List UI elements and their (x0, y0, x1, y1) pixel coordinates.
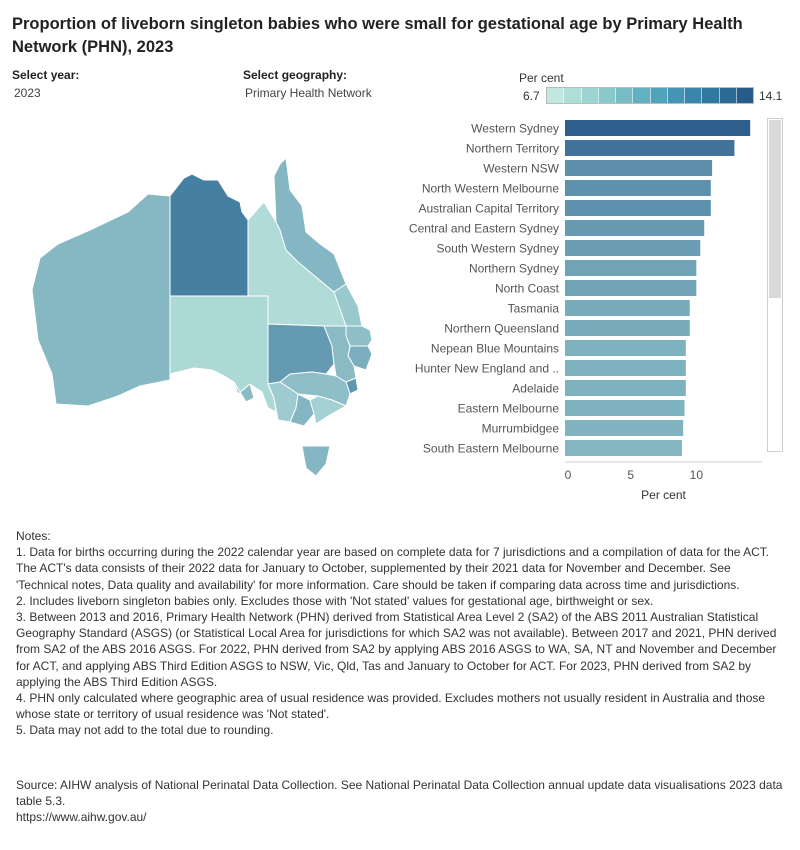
map-region-northern-territory[interactable] (169, 173, 249, 297)
map-region-hunter-new-england[interactable] (323, 325, 357, 383)
legend-swatch-11 (719, 88, 737, 103)
bar-label-central-and-eastern-sydney: Central and Eastern Sydney (409, 222, 559, 236)
bar-central-and-eastern-sydney[interactable] (565, 220, 705, 236)
legend-min-label: 6.7 (523, 89, 540, 103)
bar-north-western-melbourne[interactable] (565, 180, 711, 196)
x-tick-10: 10 (690, 468, 704, 482)
bar-western-nsw[interactable] (565, 160, 713, 176)
legend-swatch-12 (736, 88, 753, 103)
bar-label-south-western-sydney: South Western Sydney (436, 242, 559, 256)
legend-max-label: 14.1 (759, 89, 783, 103)
map-region-central-queensland[interactable] (333, 283, 363, 327)
note-4: 4. PHN only calculated where geographic … (16, 691, 766, 722)
note-2: 2. Includes liveborn singleton babies on… (16, 593, 654, 608)
bar-south-eastern-melbourne[interactable] (565, 440, 682, 456)
legend-swatch-3 (581, 88, 599, 103)
bar-eastern-melbourne[interactable] (565, 400, 685, 416)
bar-label-northern-territory: Northern Territory (466, 142, 559, 156)
bar-tasmania[interactable] (565, 300, 690, 316)
bar-label-tasmania: Tasmania (508, 302, 560, 316)
note-5: 5. Data may not add to the total due to … (16, 723, 274, 738)
bar-label-australian-capital-territory: Australian Capital Territory (418, 202, 559, 216)
bar-australian-capital-territory[interactable] (565, 200, 711, 216)
map-region-western-australia[interactable] (31, 193, 171, 407)
legend-swatch-4 (598, 88, 616, 103)
source-link[interactable]: https://www.aihw.gov.au/ (16, 810, 147, 825)
bar-label-western-sydney: Western Sydney (471, 122, 559, 136)
horizontal-bar-chart: Western Sydney Northern Territory Western … (409, 120, 762, 502)
bar-label-eastern-melbourne: Eastern Melbourne (458, 402, 560, 416)
bar-north-coast[interactable] (565, 280, 697, 296)
note-3: 3. Between 2013 and 2016, Primary Health… (16, 610, 777, 689)
legend-swatch-1 (547, 88, 565, 103)
bar-chart-scrollbar[interactable] (767, 118, 783, 452)
map-region-murrumbidgee[interactable] (279, 371, 351, 407)
notes-heading: Notes: (16, 529, 51, 543)
bar-adelaide[interactable] (565, 380, 686, 396)
map-region-gippsland[interactable] (309, 395, 347, 425)
legend-swatch-8 (667, 88, 685, 103)
source-text: Source: AIHW analysis of National Perina… (16, 778, 783, 809)
legend-swatch-5 (616, 88, 634, 103)
map-region-brisbane[interactable] (345, 325, 373, 347)
geography-select-label: Select geography: (243, 68, 348, 82)
year-select[interactable]: 2023 (14, 86, 41, 100)
bar-south-western-sydney[interactable] (565, 240, 701, 256)
bar-hunter-new-england-and[interactable] (565, 360, 686, 376)
bar-northern-sydney[interactable] (565, 260, 697, 276)
bar-label-south-eastern-melbourne: South Eastern Melbourne (423, 442, 559, 456)
bar-label-northern-sydney: Northern Sydney (469, 262, 559, 276)
map-region-tasmania[interactable] (301, 445, 331, 477)
bar-northern-territory[interactable] (565, 140, 735, 156)
bar-label-murrumbidgee: Murrumbidgee (482, 422, 560, 436)
legend-swatch-9 (685, 88, 703, 103)
map-region-south-australia[interactable] (169, 295, 277, 413)
legend-swatch-10 (702, 88, 720, 103)
bar-nepean-blue-mountains[interactable] (565, 340, 686, 356)
chart-title: Proportion of liveborn singleton babies … (12, 15, 743, 56)
bar-label-north-western-melbourne: North Western Melbourne (422, 182, 560, 196)
notes-section: Notes: 1. Data for births occurring duri… (16, 528, 786, 739)
bar-label-north-coast: North Coast (495, 282, 560, 296)
bar-northern-queensland[interactable] (565, 320, 690, 336)
note-1: 1. Data for births occurring during the … (16, 545, 770, 592)
map-region-northern-queensland[interactable] (273, 157, 347, 293)
color-legend-ramp (546, 87, 754, 104)
australia-phn-map[interactable] (28, 150, 388, 490)
source-section: Source: AIHW analysis of National Perina… (16, 777, 786, 826)
bar-label-hunter-new-england-and: Hunter New England and .. (415, 362, 559, 376)
map-region-adelaide[interactable] (233, 381, 255, 403)
geography-select[interactable]: Primary Health Network (245, 86, 372, 100)
bar-western-sydney[interactable] (565, 120, 751, 136)
bar-label-western-nsw: Western NSW (483, 162, 559, 176)
bar-label-adelaide: Adelaide (512, 382, 559, 396)
scrollbar-thumb[interactable] (769, 120, 781, 298)
x-tick-0: 0 (565, 468, 572, 482)
bar-murrumbidgee[interactable] (565, 420, 684, 436)
legend-swatch-6 (633, 88, 651, 103)
legend-title: Per cent (519, 71, 564, 85)
legend-swatch-7 (650, 88, 668, 103)
bar-label-nepean-blue-mountains: Nepean Blue Mountains (431, 342, 559, 356)
year-select-label: Select year: (12, 68, 80, 82)
legend-swatch-2 (564, 88, 582, 103)
x-tick-5: 5 (627, 468, 634, 482)
bar-label-northern-queensland: Northern Queensland (444, 322, 559, 336)
x-axis-title: Per cent (641, 488, 686, 502)
